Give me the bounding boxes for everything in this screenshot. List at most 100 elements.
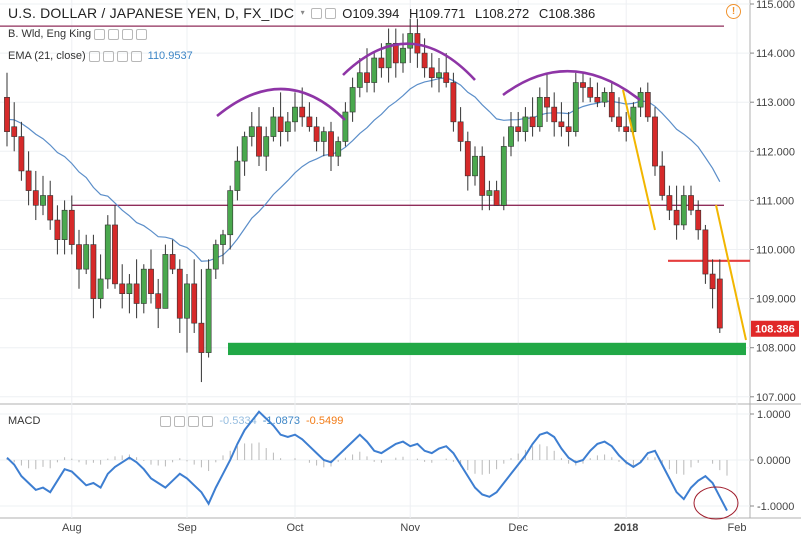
candle: [680, 185, 687, 230]
candle-body: [673, 209, 680, 226]
ema-legend: EMA (21, close) 110.9537: [0, 47, 193, 65]
candle: [335, 136, 342, 167]
candle: [90, 234, 97, 319]
time-tick-label: Oct: [286, 522, 303, 534]
more-icon[interactable]: [202, 415, 214, 427]
time-tick-label: 2018: [614, 522, 638, 534]
candle-body: [140, 268, 147, 304]
candle-body: [443, 72, 450, 83]
candle-body: [536, 96, 543, 128]
candle: [544, 72, 550, 122]
close-icon[interactable]: [188, 415, 200, 427]
time-axis: Aug Sep Oct Nov Dec 2018 Feb: [62, 522, 746, 534]
candle-body: [400, 47, 406, 64]
candle: [659, 151, 666, 201]
candle-body: [270, 116, 277, 137]
candle-body: [148, 268, 154, 294]
current-price-badge: [751, 320, 799, 337]
candle: [464, 131, 471, 191]
candle: [133, 259, 140, 319]
settings-icon[interactable]: [325, 7, 337, 19]
price-tick-label: 107.000: [756, 392, 796, 404]
candle: [25, 151, 32, 206]
candle: [277, 92, 284, 147]
candle-body: [472, 155, 478, 177]
candle: [104, 215, 111, 289]
chevron-down-icon[interactable]: ▾: [300, 7, 305, 17]
candle-body: [529, 116, 536, 128]
settings-icon[interactable]: [108, 28, 120, 40]
candle-body: [299, 106, 306, 118]
high-label: H: [408, 5, 419, 21]
candle-body: [4, 96, 10, 132]
trend-line-2: [715, 204, 747, 341]
candle-body: [608, 92, 615, 118]
candle-body: [500, 146, 507, 206]
indicator1-name: B. Wld, Eng King: [8, 28, 92, 40]
price-tick-label: 115.000: [756, 0, 795, 11]
candle-body: [18, 136, 25, 172]
candle: [472, 146, 478, 186]
indicator1-legend: B. Wld, Eng King: [0, 25, 148, 43]
eye-icon[interactable]: [160, 415, 172, 427]
candle: [572, 72, 579, 137]
more-icon[interactable]: [136, 28, 148, 40]
candle: [241, 131, 248, 176]
settings-icon[interactable]: [102, 50, 114, 62]
candle-body: [25, 170, 32, 191]
candle: [191, 259, 198, 333]
time-tick-label: Dec: [508, 522, 528, 534]
time-tick-label: Aug: [62, 522, 82, 534]
close-icon[interactable]: [116, 50, 128, 62]
candle: [155, 278, 162, 329]
eye-icon[interactable]: [94, 28, 106, 40]
candle-body: [587, 87, 594, 98]
candle-body: [702, 229, 709, 275]
macd-value-3: -0.5499: [306, 415, 344, 427]
candle: [328, 121, 334, 171]
candle-body: [320, 131, 327, 142]
candle: [140, 264, 147, 314]
candle-body: [133, 283, 140, 304]
more-icon[interactable]: [130, 50, 142, 62]
settings-icon[interactable]: [174, 415, 186, 427]
candle: [486, 180, 493, 211]
candle-body: [11, 126, 18, 137]
candle: [443, 53, 450, 88]
candle: [522, 107, 529, 142]
candle-body: [176, 268, 183, 319]
candle-body: [594, 96, 601, 103]
high-value: 109.771: [418, 5, 466, 21]
candle: [407, 18, 414, 63]
candle-body: [54, 219, 61, 240]
candle-body: [126, 283, 133, 294]
candle: [457, 107, 464, 152]
time-tick-label: Nov: [400, 522, 420, 534]
candle-body: [464, 141, 471, 177]
candle-body: [680, 195, 687, 226]
price-tick-label: 108.000: [756, 343, 796, 355]
exclamation-icon[interactable]: !: [726, 4, 741, 19]
candle: [428, 53, 435, 88]
open-label: O: [342, 5, 353, 21]
eye-icon[interactable]: [311, 7, 323, 19]
close-icon[interactable]: [122, 28, 134, 40]
pattern-arc: [216, 87, 346, 121]
candle-body: [169, 254, 176, 270]
candle: [68, 195, 75, 255]
candle: [580, 72, 586, 103]
candle: [594, 82, 601, 108]
candle: [709, 259, 716, 309]
candle-body: [659, 165, 666, 196]
candle-body: [551, 106, 558, 123]
eye-icon[interactable]: [88, 50, 100, 62]
ohlc-values: O109.394 H109.771 L108.272 C108.386: [342, 6, 595, 21]
ema-name: EMA (21, close): [8, 50, 86, 62]
candle: [508, 112, 514, 157]
candle-body: [256, 126, 262, 157]
candle-body: [493, 190, 500, 206]
macd-tick-label: 1.0000: [757, 409, 791, 421]
candle: [695, 200, 702, 240]
candle-body: [644, 92, 651, 118]
